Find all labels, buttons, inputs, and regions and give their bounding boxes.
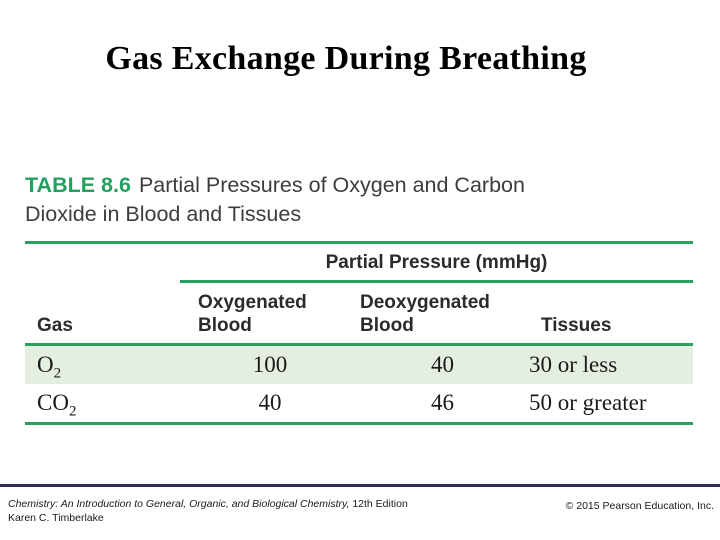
cell-o2-oxygenated: 100 — [252, 352, 288, 377]
table-group-header-row: Partial Pressure (mmHg) — [25, 244, 693, 284]
table-header-rule — [25, 343, 693, 346]
footer-divider — [0, 484, 720, 487]
table-row-co2: CO2 40 46 50 or greater — [25, 384, 693, 422]
footer-book-line: Chemistry: An Introduction to General, O… — [8, 498, 408, 512]
gas-subscript: 2 — [68, 403, 77, 420]
footer-edition: 12th Edition — [349, 498, 408, 510]
cell-o2-tissues: 30 or less — [529, 352, 618, 377]
table-caption: TABLE 8.6 Partial Pressures of Oxygen and… — [25, 171, 693, 228]
cell-co2-oxygenated: 40 — [258, 390, 282, 415]
footer-attribution: Chemistry: An Introduction to General, O… — [8, 498, 408, 525]
gas-formula-co2: CO2 — [25, 390, 180, 419]
col-header-gas: Gas — [37, 314, 73, 336]
gas-symbol: O — [37, 352, 54, 377]
footer-author: Karen C. Timberlake — [8, 511, 104, 524]
cell-co2-tissues: 50 or greater — [529, 390, 647, 415]
footer-book-title: Chemistry: An Introduction to General, O… — [8, 498, 350, 510]
table-caption-label: TABLE 8.6 — [25, 173, 131, 197]
footer-copyright: © 2015 Pearson Education, Inc. — [565, 500, 714, 512]
cell-o2-deoxygenated: 40 — [431, 352, 454, 377]
col-header-oxygenated-blood: Oxygenated Blood — [198, 292, 307, 336]
col-header-deoxygenated-blood: Deoxygenated Blood — [360, 292, 490, 336]
table-header-row: Gas Oxygenated Blood Deoxygenated Blood … — [25, 283, 693, 343]
gas-subscript: 2 — [53, 365, 62, 382]
gas-symbol: CO — [37, 390, 69, 415]
cell-co2-deoxygenated: 46 — [431, 390, 454, 415]
table-row-o2: O2 100 40 30 or less — [25, 346, 693, 384]
table-top-rule — [25, 241, 693, 245]
gas-formula-o2: O2 — [25, 352, 180, 381]
table-bottom-rule — [25, 422, 693, 425]
slide-title: Gas Exchange During Breathing — [105, 40, 587, 77]
table-caption-text: Partial Pressures of Oxygen and Carbon D… — [25, 173, 525, 226]
col-header-tissues: Tissues — [541, 314, 612, 336]
table-8-6: TABLE 8.6 Partial Pressures of Oxygen and… — [25, 171, 693, 425]
group-header-partial-pressure: Partial Pressure (mmHg) — [180, 244, 693, 284]
